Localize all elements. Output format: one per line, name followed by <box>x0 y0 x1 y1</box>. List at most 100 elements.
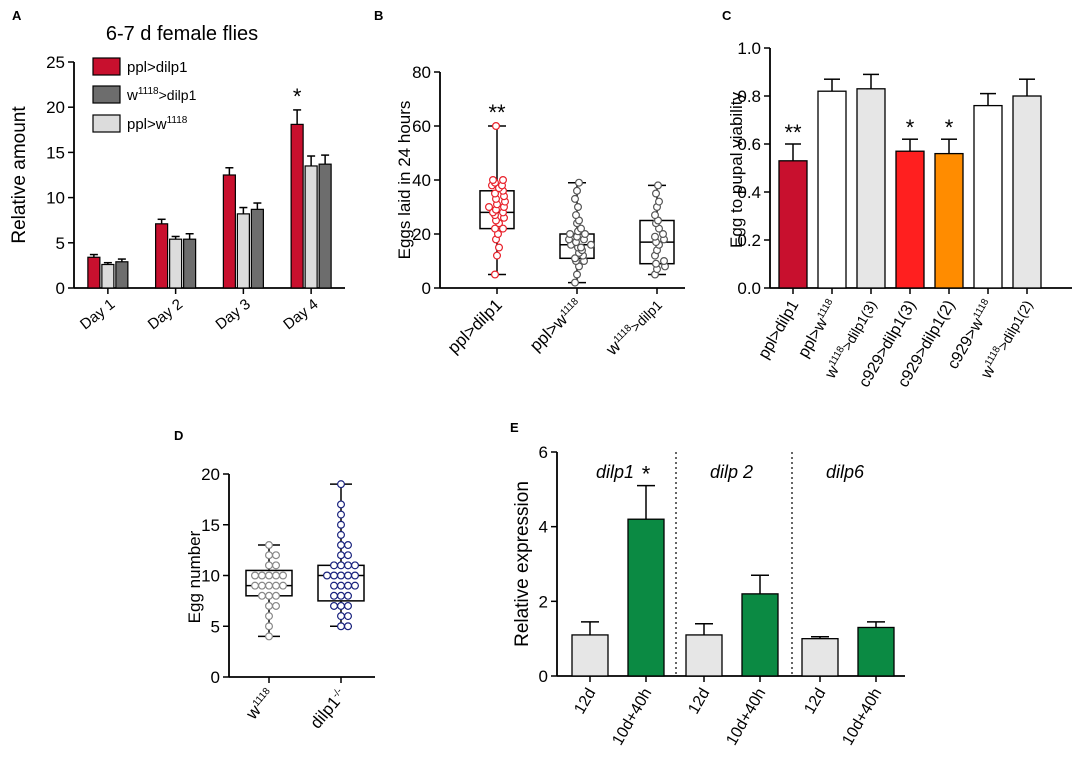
panel-letter-c: C <box>722 8 732 23</box>
panel-b-data-point <box>491 270 500 279</box>
panel-e-bar <box>685 634 723 677</box>
panel-a-title: 6-7 d female flies <box>106 23 258 45</box>
panel-a-bar <box>236 213 250 289</box>
panel-c-bar <box>817 90 847 289</box>
panel-e-y-tick-label: 0 <box>539 667 548 686</box>
panel-d-data-point <box>337 551 346 560</box>
panel-d-y-tick-label: 5 <box>211 617 220 636</box>
panel-d-y-tick-label: 10 <box>201 567 220 586</box>
panel-d-data-point <box>337 561 346 570</box>
panel-c-x-tick-label-base: c929>w <box>945 315 988 372</box>
panel-b-data-point <box>576 224 585 233</box>
panel-a-bar <box>250 208 264 289</box>
panel-a-x-tick-label: Day 1 <box>77 296 118 334</box>
panel-a-y-tick-label: 25 <box>46 53 65 72</box>
panel-a-bar <box>115 261 129 289</box>
panel-b-data-point <box>499 176 508 185</box>
panel-b-y-label: Eggs laid in 24 hours <box>395 101 414 260</box>
panel-c-bar <box>778 160 808 289</box>
panel-e-group-title: dilp 2 <box>710 462 753 482</box>
panel-d-data-point <box>265 561 274 570</box>
panel-c-bar <box>934 152 964 289</box>
panel-c-chart: Egg to pupal viability 0.0 0.2 0.4 0.6 0.8 1.0… <box>727 39 1072 390</box>
panel-a-x-tick-label: Day 2 <box>145 296 186 334</box>
panel-a-legend-swatch <box>92 85 121 104</box>
panel-a-legend-label: w1118>dilp1 <box>126 86 197 104</box>
panel-d-data-point <box>258 591 267 600</box>
panel-d-y-label: Egg number <box>185 530 204 623</box>
panel-a-bar <box>290 123 304 289</box>
panel-e-x-tick-label: 10d+40h <box>723 686 769 749</box>
panel-d-data-point <box>351 571 360 580</box>
panel-b-data-point <box>572 270 581 279</box>
panel-d-data-point <box>344 591 353 600</box>
panel-d-data-point <box>265 551 274 560</box>
panel-c-y-tick-label: 0.0 <box>737 279 761 298</box>
panel-a-legend-label: ppl>dilp1 <box>127 59 187 76</box>
panel-d-data-point <box>337 612 346 621</box>
panel-b-y-tick-label: 80 <box>412 63 431 82</box>
panel-c-y-tick-label: 0.2 <box>737 231 761 250</box>
panel-b-data-point <box>576 243 585 252</box>
panel-b-x-tick-label-base: ppl>dilp1 <box>444 295 506 357</box>
panel-b-data-point <box>574 178 583 187</box>
panel-b-data-point <box>651 259 660 268</box>
panel-d-data-point <box>258 571 267 580</box>
panel-c-x-tick-label-tail: >dilp1(3) <box>838 298 879 354</box>
panel-b-x-tick-label: ppl>dilp1 <box>444 295 506 357</box>
panel-a-bar <box>304 165 318 289</box>
panel-b-data-point <box>586 240 595 249</box>
panel-a-bar <box>169 238 183 289</box>
panel-b-x-tick-label: ppl>w1118 <box>526 295 586 355</box>
panel-b-data-point <box>570 254 579 263</box>
panel-d-chart: Egg number 0 5 10 15 20 w1118 dilp1-/- <box>185 465 375 732</box>
panel-d-data-point <box>272 561 281 570</box>
panel-e-x-tick-label: 12d <box>571 686 599 718</box>
panel-e-y-tick-label: 2 <box>539 592 548 611</box>
panel-e-group-title: dilp1 <box>596 462 634 482</box>
panel-b-data-point <box>653 181 662 190</box>
panel-d-data-point <box>344 541 353 550</box>
panel-c-y-label: Egg to pupal viability <box>727 92 746 248</box>
panel-a-y-tick-label: 15 <box>46 143 65 162</box>
panel-a-legend-label-sup: 1118 <box>138 86 159 97</box>
panel-e-bar <box>571 634 609 677</box>
panel-b-data-point <box>658 230 667 239</box>
panel-e-y-tick-label: 4 <box>539 518 548 537</box>
panel-b-data-point <box>565 230 574 239</box>
panel-b-data-point <box>492 121 501 130</box>
panel-b-data-point <box>491 224 500 233</box>
panel-b-x-tick-label-tail: >dilp1 <box>627 297 665 335</box>
panel-a-legend-label-base: w <box>126 87 138 104</box>
panel-a-bar <box>101 263 115 289</box>
panel-a-x-tick-label: Day 4 <box>280 296 321 334</box>
panel-a-y-label: Relative amount <box>9 106 30 244</box>
panel-d-data-point <box>337 500 346 509</box>
panel-b-data-point <box>650 232 659 241</box>
panel-d-y-tick-label: 0 <box>211 668 220 687</box>
panel-d-data-point <box>330 571 339 580</box>
panel-e-x-tick-label: 10d+40h <box>839 686 885 749</box>
panel-d-data-point <box>265 581 274 590</box>
panel-b-y-tick-label: 60 <box>412 117 431 136</box>
panel-c-bar <box>973 104 1003 289</box>
panel-d-data-point <box>251 571 260 580</box>
panel-d-data-point <box>337 581 346 590</box>
panel-c-x-tick-label-tail: >dilp1(2) <box>994 298 1035 354</box>
panel-e-x-tick-label: 12d <box>685 686 713 718</box>
panel-b-data-point <box>491 189 500 198</box>
panel-d-data-point <box>330 561 339 570</box>
panel-letter-b: B <box>374 8 383 23</box>
panel-e-y-tick-label: 6 <box>539 443 548 462</box>
panel-a-bar <box>318 163 332 289</box>
panel-a-y-tick-label: 20 <box>46 98 65 117</box>
panel-d-x-tick-label: w1118 <box>242 685 279 724</box>
panel-e-chart: Relative expression 0 2 4 6 dilp1 12d * 10d+40h d… <box>512 443 905 748</box>
panel-b-chart: Eggs laid in 24 hours 0 20 40 60 80 ppl>dilp1 p… <box>395 63 685 360</box>
panel-e-bar <box>741 593 779 677</box>
panel-d-data-point <box>330 591 339 600</box>
panel-d-data-point <box>337 541 346 550</box>
panel-d-data-point <box>323 571 332 580</box>
panel-c-x-tick-label-sup: 1118 <box>971 297 991 321</box>
panel-b-data-point <box>572 186 581 195</box>
